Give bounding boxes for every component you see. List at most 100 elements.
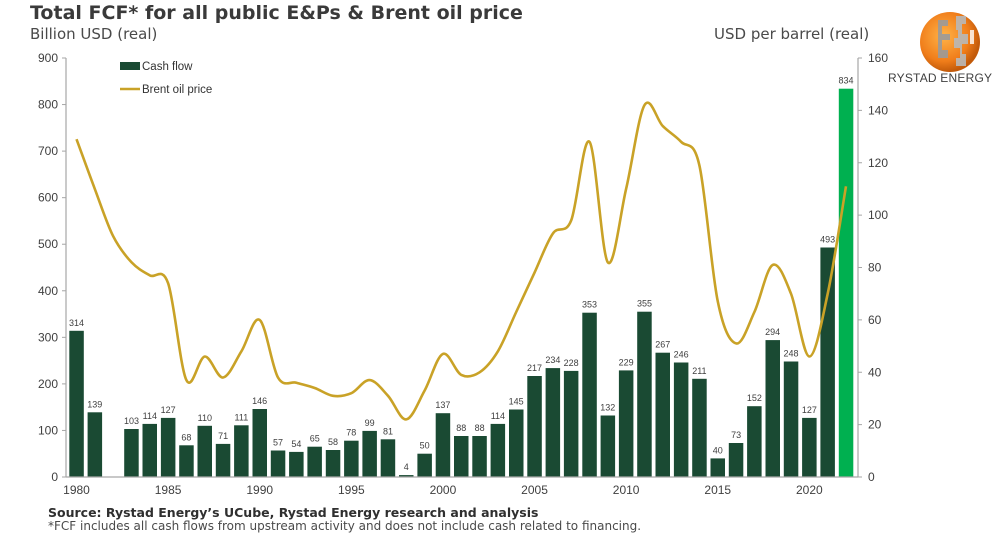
logo-text: RYSTAD ENERGY <box>888 71 993 85</box>
legend-swatch-cash-flow <box>120 62 140 70</box>
bar-1987 <box>197 425 212 477</box>
bar-2003 <box>490 423 506 477</box>
bar-label-1987: 110 <box>198 413 212 423</box>
bar-1991 <box>270 450 286 477</box>
bar-label-1994: 58 <box>328 437 338 447</box>
bar-1988 <box>215 443 231 477</box>
bar-2015 <box>710 458 725 477</box>
bar-2018 <box>765 340 780 477</box>
bars-group <box>69 88 854 477</box>
chart-title: Total FCF* for all public E&Ps & Brent o… <box>30 2 523 24</box>
x-tick-label: 2000 <box>430 483 457 497</box>
bar-2019 <box>783 361 799 477</box>
right-tick-label: 60 <box>868 313 882 327</box>
left-tick-label: 800 <box>38 98 58 112</box>
bar-2009 <box>600 415 616 477</box>
bar-label-1980: 314 <box>69 318 84 328</box>
bar-2020 <box>802 417 817 477</box>
bar-label-1990: 146 <box>252 396 267 406</box>
bar-label-2018: 294 <box>765 327 780 337</box>
bar-label-1984: 114 <box>143 411 157 421</box>
bar-label-2001: 88 <box>456 423 466 433</box>
bar-2022 <box>838 88 854 477</box>
bar-label-2006: 234 <box>545 355 560 365</box>
bar-label-2010: 229 <box>619 357 634 367</box>
bar-1990 <box>252 409 267 477</box>
right-tick-label: 80 <box>868 261 882 275</box>
bar-label-2020: 127 <box>802 405 817 415</box>
bar-2014 <box>692 378 707 477</box>
bar-label-2007: 228 <box>564 358 579 368</box>
x-tick-label: 1985 <box>155 483 182 497</box>
bar-label-1985: 127 <box>161 405 176 415</box>
left-axis-label: Billion USD (real) <box>30 25 158 43</box>
bar-1980 <box>69 330 84 477</box>
bar-label-1992: 54 <box>291 439 301 449</box>
bar-2016 <box>728 443 744 477</box>
legend-label-cash-flow: Cash flow <box>142 61 193 73</box>
x-tick-label: 2020 <box>796 483 823 497</box>
bar-label-2011: 355 <box>637 299 652 309</box>
left-tick-label: 200 <box>38 377 58 391</box>
left-tick-label: 700 <box>38 144 58 158</box>
rystad-globe-icon <box>920 12 980 72</box>
x-tick-label: 2015 <box>704 483 731 497</box>
x-tick-label: 2010 <box>613 483 640 497</box>
bar-label-2022: 834 <box>838 76 853 86</box>
bar-label-1999: 50 <box>420 441 430 451</box>
bar-label-2009: 132 <box>600 403 615 413</box>
legend: Cash flow Brent oil price <box>120 61 212 96</box>
bar-2008 <box>582 312 597 477</box>
left-tick-label: 0 <box>51 470 58 484</box>
left-tick-label: 900 <box>38 51 58 65</box>
bar-1992 <box>289 451 304 477</box>
bar-label-2016: 73 <box>731 430 741 440</box>
right-tick-label: 0 <box>868 470 875 484</box>
right-tick-label: 120 <box>868 156 888 170</box>
right-tick-label: 100 <box>868 208 888 222</box>
left-tick-label: 300 <box>38 330 58 344</box>
brent-line <box>75 101 848 421</box>
axes-group: 0 100 200 300 400 500 600 700 800 900 0 20 40 60 80 100… <box>38 51 888 497</box>
bar-label-2004: 145 <box>509 397 524 407</box>
bar-label-2013: 246 <box>674 350 689 360</box>
bar-2000 <box>435 413 451 477</box>
bar-2006 <box>545 368 561 477</box>
left-tick-label: 500 <box>38 237 58 251</box>
right-axis-label: USD per barrel (real) <box>714 25 870 43</box>
bar-label-1996: 99 <box>365 418 375 428</box>
bar-label-2003: 114 <box>491 411 505 421</box>
x-tick-label: 1990 <box>246 483 273 497</box>
bar-2005 <box>527 376 542 477</box>
bar-1994 <box>325 450 341 477</box>
bar-1989 <box>234 425 249 477</box>
bar-label-1991: 57 <box>273 438 283 448</box>
bar-1986 <box>179 445 194 477</box>
right-tick-label: 160 <box>868 51 888 65</box>
x-tick-label: 1980 <box>63 483 90 497</box>
bar-1985 <box>160 417 176 477</box>
legend-label-brent: Brent oil price <box>142 84 212 96</box>
bar-1996 <box>362 430 377 477</box>
left-tick-label: 600 <box>38 191 58 205</box>
bar-2013 <box>673 362 689 477</box>
bar-label-2012: 267 <box>655 340 670 350</box>
bar-2012 <box>655 352 670 477</box>
bar-2007 <box>563 370 579 477</box>
bar-label-1995: 78 <box>346 428 356 438</box>
bar-label-2021: 493 <box>820 235 835 245</box>
left-tick-label: 400 <box>38 284 58 298</box>
bar-2001 <box>454 436 469 477</box>
bar-label-2000: 137 <box>435 400 450 410</box>
bar-1993 <box>307 446 322 477</box>
right-tick-label: 20 <box>868 418 882 432</box>
bar-2004 <box>509 409 524 477</box>
source-text: Source: Rystad Energy’s UCube, Rystad En… <box>48 505 539 520</box>
x-tick-label: 2005 <box>521 483 548 497</box>
bar-label-1998: 4 <box>404 462 409 472</box>
bar-1984 <box>142 423 157 477</box>
x-tick-label: 1995 <box>338 483 365 497</box>
bar-label-2002: 88 <box>475 423 485 433</box>
